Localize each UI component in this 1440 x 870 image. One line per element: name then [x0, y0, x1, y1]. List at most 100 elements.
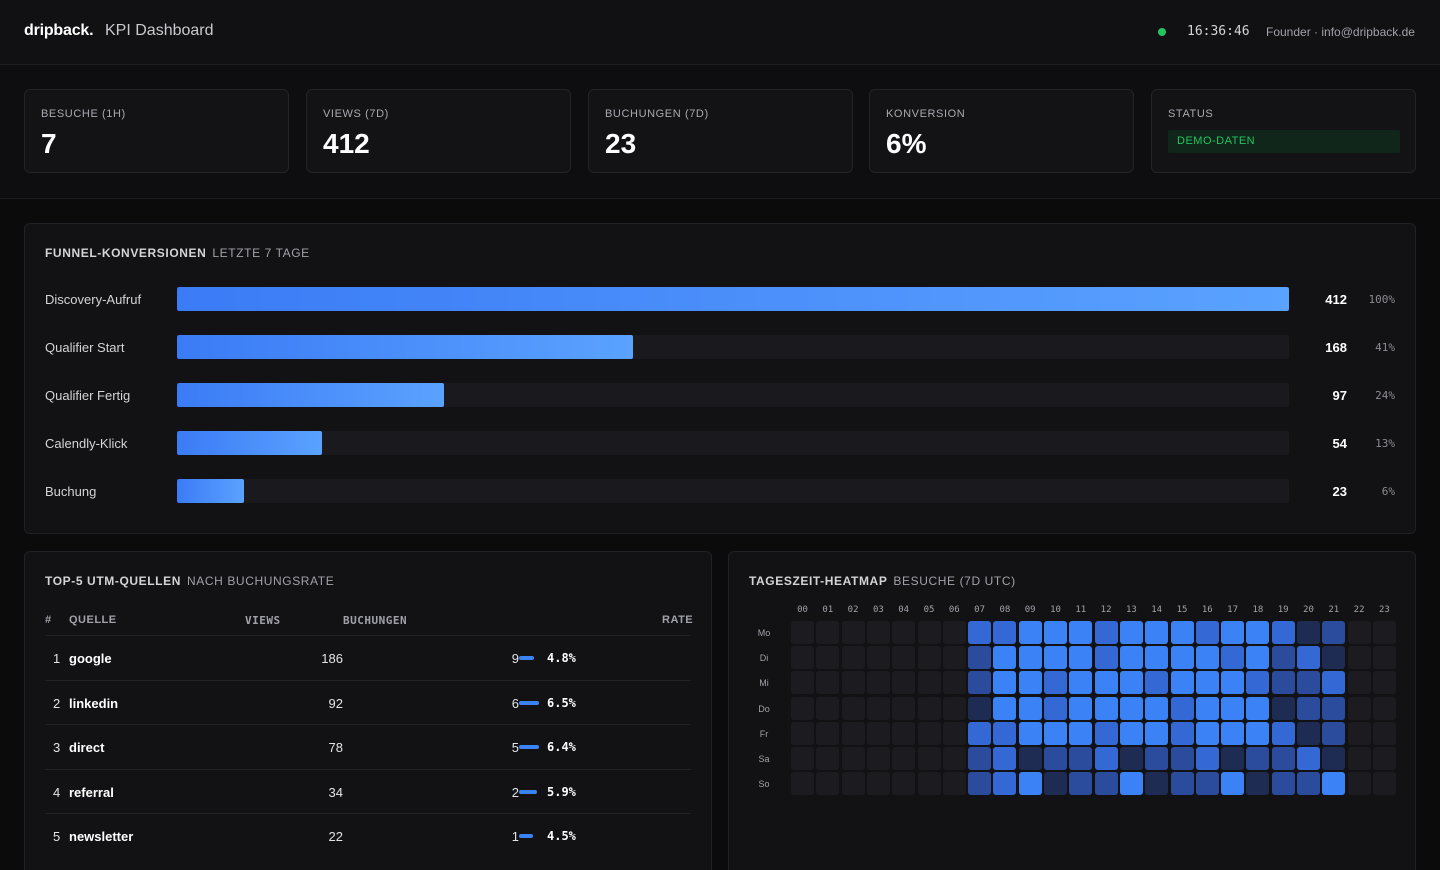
heatmap-cell[interactable] [1372, 747, 1396, 770]
heatmap-cell[interactable] [1145, 621, 1169, 644]
heatmap-cell[interactable] [791, 772, 814, 796]
heatmap-cell[interactable] [1347, 747, 1371, 770]
heatmap-cell[interactable] [1094, 696, 1118, 720]
heatmap-cell[interactable] [1170, 621, 1194, 644]
heatmap-cell[interactable] [1018, 696, 1042, 720]
heatmap-cell[interactable] [892, 696, 916, 720]
heatmap-cell[interactable] [1322, 747, 1346, 770]
table-row[interactable]: 1 google 186 9 4.8% [45, 635, 691, 679]
heatmap-cell[interactable] [1322, 621, 1346, 644]
heatmap-cell[interactable] [1145, 747, 1169, 770]
heatmap-cell[interactable] [1069, 747, 1093, 770]
heatmap-cell[interactable] [968, 747, 992, 770]
column-header-source[interactable]: QUELLE [69, 614, 117, 626]
heatmap-cell[interactable] [892, 772, 916, 796]
heatmap-cell[interactable] [1069, 696, 1093, 720]
heatmap-cell[interactable] [1069, 772, 1093, 796]
heatmap-cell[interactable] [1297, 747, 1320, 770]
heatmap-cell[interactable] [1246, 696, 1270, 720]
heatmap-cell[interactable] [1322, 696, 1346, 720]
heatmap-cell[interactable] [841, 721, 865, 745]
heatmap-cell[interactable] [1271, 621, 1295, 644]
heatmap-cell[interactable] [892, 621, 916, 644]
heatmap-cell[interactable] [1322, 646, 1346, 670]
heatmap-cell[interactable] [968, 621, 992, 644]
heatmap-cell[interactable] [942, 747, 966, 770]
heatmap-cell[interactable] [1119, 747, 1143, 770]
heatmap-cell[interactable] [791, 747, 814, 770]
heatmap-cell[interactable] [917, 772, 941, 796]
heatmap-cell[interactable] [1044, 671, 1067, 695]
heatmap-cell[interactable] [1221, 671, 1245, 695]
heatmap-cell[interactable] [1246, 747, 1270, 770]
heatmap-cell[interactable] [968, 696, 992, 720]
heatmap-cell[interactable] [1195, 621, 1219, 644]
heatmap-cell[interactable] [1271, 772, 1295, 796]
heatmap-cell[interactable] [1347, 721, 1371, 745]
heatmap-cell[interactable] [1069, 671, 1093, 695]
heatmap-cell[interactable] [1195, 671, 1219, 695]
heatmap-cell[interactable] [1297, 621, 1320, 644]
heatmap-cell[interactable] [968, 772, 992, 796]
heatmap-cell[interactable] [1347, 671, 1371, 695]
heatmap-cell[interactable] [1246, 621, 1270, 644]
heatmap-cell[interactable] [1297, 772, 1320, 796]
heatmap-cell[interactable] [993, 621, 1017, 644]
heatmap-cell[interactable] [917, 721, 941, 745]
heatmap-cell[interactable] [1069, 646, 1093, 670]
heatmap-cell[interactable] [1170, 747, 1194, 770]
heatmap-cell[interactable] [1271, 671, 1295, 695]
heatmap-cell[interactable] [1094, 772, 1118, 796]
table-row[interactable]: 5 newsletter 22 1 4.5% [45, 813, 691, 857]
heatmap-cell[interactable] [1322, 772, 1346, 796]
heatmap-cell[interactable] [1297, 646, 1320, 670]
heatmap-cell[interactable] [866, 747, 890, 770]
heatmap-cell[interactable] [1094, 621, 1118, 644]
heatmap-cell[interactable] [917, 621, 941, 644]
heatmap-cell[interactable] [1018, 646, 1042, 670]
heatmap-cell[interactable] [1018, 721, 1042, 745]
heatmap-cell[interactable] [816, 696, 840, 720]
heatmap-cell[interactable] [1044, 696, 1067, 720]
heatmap-cell[interactable] [1221, 696, 1245, 720]
heatmap-cell[interactable] [1347, 696, 1371, 720]
heatmap-cell[interactable] [1372, 671, 1396, 695]
heatmap-cell[interactable] [1044, 621, 1067, 644]
heatmap-cell[interactable] [1170, 696, 1194, 720]
heatmap-cell[interactable] [968, 646, 992, 670]
heatmap-cell[interactable] [1069, 721, 1093, 745]
heatmap-cell[interactable] [1372, 646, 1396, 670]
heatmap-cell[interactable] [1018, 671, 1042, 695]
heatmap-cell[interactable] [1221, 772, 1245, 796]
column-header-bookings[interactable]: BUCHUNGEN [343, 614, 408, 627]
heatmap-cell[interactable] [1145, 696, 1169, 720]
table-row[interactable]: 3 direct 78 5 6.4% [45, 724, 691, 768]
heatmap-cell[interactable] [841, 671, 865, 695]
heatmap-cell[interactable] [1018, 621, 1042, 644]
heatmap-cell[interactable] [1297, 671, 1320, 695]
heatmap-cell[interactable] [1119, 696, 1143, 720]
heatmap-cell[interactable] [993, 772, 1017, 796]
heatmap-cell[interactable] [942, 696, 966, 720]
heatmap-cell[interactable] [816, 671, 840, 695]
heatmap-cell[interactable] [993, 671, 1017, 695]
heatmap-cell[interactable] [1246, 671, 1270, 695]
heatmap-cell[interactable] [942, 621, 966, 644]
heatmap-cell[interactable] [841, 621, 865, 644]
heatmap-cell[interactable] [993, 696, 1017, 720]
user-info[interactable]: Founder · info@dripback.de [1266, 25, 1415, 39]
heatmap-cell[interactable] [866, 671, 890, 695]
heatmap-cell[interactable] [1119, 772, 1143, 796]
heatmap-cell[interactable] [1297, 696, 1320, 720]
heatmap-cell[interactable] [892, 646, 916, 670]
brand-logo[interactable]: dripback. [24, 22, 94, 39]
heatmap-cell[interactable] [1094, 646, 1118, 670]
heatmap-cell[interactable] [1044, 646, 1067, 670]
heatmap-cell[interactable] [816, 646, 840, 670]
heatmap-cell[interactable] [1094, 721, 1118, 745]
heatmap-cell[interactable] [866, 772, 890, 796]
heatmap-cell[interactable] [993, 747, 1017, 770]
heatmap-cell[interactable] [1069, 621, 1093, 644]
heatmap-cell[interactable] [1145, 721, 1169, 745]
heatmap-cell[interactable] [1145, 772, 1169, 796]
